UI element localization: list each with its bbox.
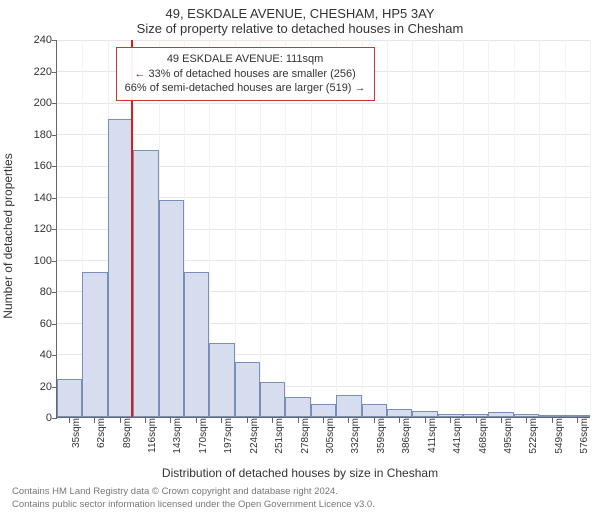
y-tick-label: 200 — [34, 97, 52, 109]
annotation-line-3: 66% of semi-detached houses are larger (… — [125, 81, 366, 96]
y-tick-label: 60 — [40, 318, 52, 330]
bar — [463, 414, 488, 417]
y-tick-label: 180 — [34, 129, 52, 141]
y-tick-label: 40 — [40, 349, 52, 361]
bar — [336, 395, 361, 417]
y-tick-label: 100 — [34, 255, 52, 267]
bar — [412, 411, 437, 417]
x-tick-label: 522sqm — [526, 400, 539, 436]
bar — [362, 404, 387, 417]
bar — [285, 397, 310, 417]
footer-line-1: Contains HM Land Registry data © Crown c… — [12, 486, 590, 499]
annotation-line-2: ← 33% of detached houses are smaller (25… — [125, 67, 366, 82]
footer-line-2: Contains public sector information licen… — [12, 499, 590, 512]
y-axis-label: Number of detached properties — [1, 153, 15, 318]
bar — [539, 415, 564, 417]
y-tick-label: 160 — [34, 160, 52, 172]
bar — [209, 343, 234, 417]
y-tick-label: 20 — [40, 381, 52, 393]
bar — [311, 404, 336, 417]
y-tick-label: 120 — [34, 223, 52, 235]
bar — [565, 415, 590, 417]
bar — [57, 379, 82, 417]
bar — [387, 409, 412, 417]
bar — [260, 382, 285, 417]
gridline-v — [590, 40, 591, 417]
annotation-box: 49 ESKDALE AVENUE: 111sqm ← 33% of detac… — [116, 47, 375, 102]
bar — [235, 362, 260, 417]
bar — [133, 150, 158, 417]
bar — [438, 414, 463, 417]
x-tick-label: 468sqm — [476, 400, 489, 436]
x-tick-label: 411sqm — [425, 401, 438, 436]
y-tick-label: 220 — [34, 66, 52, 78]
y-tick-label: 80 — [40, 286, 52, 298]
x-tick-label: 386sqm — [399, 400, 412, 436]
x-tick-label: 576sqm — [577, 400, 590, 436]
x-tick-label: 549sqm — [552, 400, 565, 436]
plot-area: 49 ESKDALE AVENUE: 111sqm ← 33% of detac… — [56, 40, 590, 418]
chart-area: Number of detached properties 0204060801… — [10, 40, 590, 418]
annotation-line-1: 49 ESKDALE AVENUE: 111sqm — [125, 52, 366, 67]
y-tick-label: 140 — [34, 192, 52, 204]
bar — [159, 200, 184, 417]
bar — [82, 272, 107, 417]
bar — [184, 272, 209, 417]
x-tick-label: 495sqm — [501, 400, 514, 436]
y-axis-ticks: 020406080100120140160180200220240 — [28, 40, 56, 418]
x-tick-label: 441sqm — [450, 400, 463, 436]
bar — [514, 414, 539, 417]
bar — [488, 412, 513, 417]
bar — [108, 119, 133, 417]
x-axis-ticks: 35sqm62sqm89sqm116sqm143sqm170sqm197sqm2… — [56, 418, 590, 466]
x-axis-label: Distribution of detached houses by size … — [10, 466, 590, 480]
y-tick-label: 240 — [34, 34, 52, 46]
page-title: 49, ESKDALE AVENUE, CHESHAM, HP5 3AY — [10, 6, 590, 21]
footer: Contains HM Land Registry data © Crown c… — [10, 486, 590, 512]
page-subtitle: Size of property relative to detached ho… — [10, 21, 590, 36]
